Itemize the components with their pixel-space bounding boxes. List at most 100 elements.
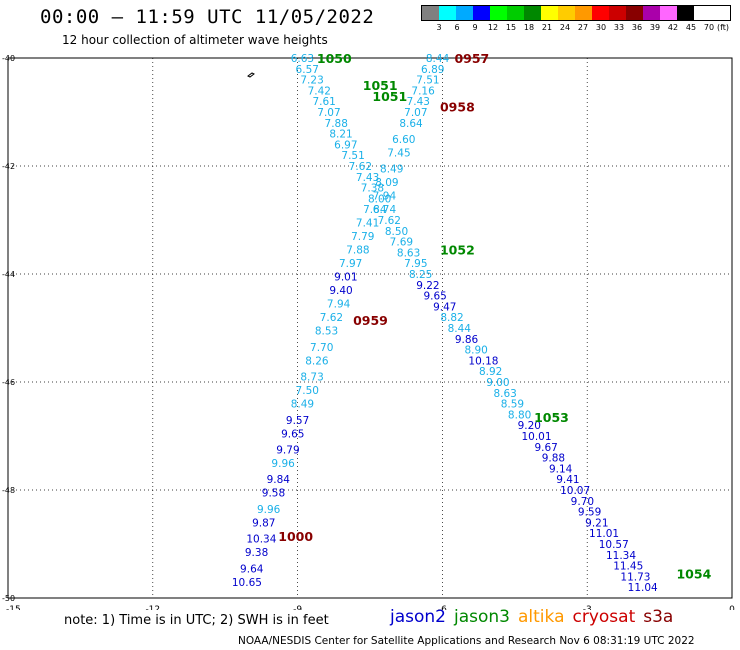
wave-height-label: 9.00	[486, 377, 509, 389]
wave-height-label: 8.44	[448, 323, 472, 335]
color-scale-labels: 3 6 9 12 15 18 21 24 27 30 33 36 39 42 45 70 (ft)	[421, 21, 731, 33]
wave-height-label: 8.25	[409, 269, 432, 281]
color-swatch	[524, 6, 541, 20]
wave-height-label: 7.79	[351, 231, 374, 243]
wave-height-label: 9.14	[549, 463, 573, 475]
color-scale-label: 12	[487, 23, 499, 32]
color-scale-label: 24	[559, 23, 571, 32]
wave-height-label: 7.61	[312, 96, 335, 108]
lon-tick-label: 0	[729, 605, 735, 610]
footnote: note: 1) Time is in UTC; 2) SWH is in fe…	[64, 613, 329, 628]
color-swatch	[473, 6, 490, 20]
color-scale-label: 15	[505, 23, 517, 32]
legend-item: cryosat	[572, 607, 636, 627]
wave-height-label: 7.07	[404, 107, 427, 119]
wave-height-label: 6.60	[392, 134, 415, 146]
wave-height-label: 8.90	[464, 345, 487, 357]
wave-height-label: 9.58	[262, 488, 285, 500]
lon-tick-label: -9	[293, 605, 302, 610]
color-scale-label: 6	[454, 23, 460, 32]
color-scale-unit: (ft)	[716, 23, 730, 32]
wave-height-label: 10.07	[560, 485, 590, 497]
wave-height-label: 10.34	[246, 534, 276, 546]
wave-height-label: 6.57	[296, 64, 319, 76]
color-swatch	[541, 6, 558, 20]
pass-time-label: 0958	[440, 100, 475, 115]
wave-height-label: 7.88	[325, 118, 348, 130]
lat-tick-label: -50	[2, 594, 15, 603]
wave-height-label: 9.70	[571, 496, 594, 508]
color-swatch	[643, 6, 660, 20]
wave-height-label: 7.70	[310, 342, 333, 354]
legend-item: s3a	[643, 607, 674, 627]
wave-height-label: 9.22	[416, 280, 439, 292]
wave-height-label: 9.47	[433, 301, 456, 313]
wave-height-label: 9.20	[518, 420, 541, 432]
legend-item: altika	[518, 607, 565, 627]
wave-height-label: 11.01	[589, 528, 619, 540]
color-scale-label: 18	[523, 23, 535, 32]
wave-height-label: 11.45	[613, 561, 643, 573]
wave-height-label: 9.79	[276, 445, 299, 457]
lat-tick-label: -40	[2, 54, 15, 63]
wave-height-label: 8.92	[479, 366, 502, 378]
wave-height-label: 9.96	[257, 504, 281, 516]
wave-height-label: 7.23	[300, 75, 323, 87]
pass-time-label: 1050	[317, 51, 352, 66]
wave-height-label: 9.38	[245, 547, 268, 559]
page-subtitle: 12 hour collection of altimeter wave hei…	[62, 33, 328, 47]
wave-height-label: 10.57	[599, 539, 629, 551]
lon-tick-label: -6	[438, 605, 447, 610]
color-scale: 3 6 9 12 15 18 21 24 27 30 33 36 39 42 45 70 (ft)	[421, 5, 731, 33]
wave-height-label: 7.88	[346, 245, 369, 257]
wave-height-label: 9.96	[271, 458, 295, 470]
color-swatch	[609, 6, 626, 20]
wave-height-label: 9.65	[423, 291, 446, 303]
color-swatch	[575, 6, 592, 20]
wave-height-label: 8.00	[368, 193, 391, 205]
wave-height-label: 7.45	[387, 148, 410, 160]
wave-height-label: 9.01	[334, 272, 357, 284]
pass-time-label: 1052	[440, 243, 475, 258]
wave-height-label: 9.40	[329, 285, 352, 297]
island-outline	[247, 72, 255, 78]
wave-height-label: 7.07	[317, 107, 340, 119]
wave-height-label: 8.63	[397, 247, 420, 259]
wave-height-label: 9.65	[281, 428, 304, 440]
wave-height-label: 7.51	[416, 75, 439, 87]
color-scale-label: 45	[685, 23, 697, 32]
pass-time-label: 0957	[454, 51, 489, 66]
wave-height-label: 9.88	[542, 453, 565, 465]
color-scale-label: 70	[703, 23, 715, 32]
wave-height-label: 9.21	[585, 517, 608, 529]
pass-time-label: 1051	[363, 78, 398, 93]
wave-height-label: 8.49	[380, 164, 403, 176]
wave-height-label: 9.67	[534, 442, 557, 454]
wave-height-label: 7.94	[373, 191, 397, 203]
wave-height-label: 8.64	[399, 118, 423, 130]
satellite-legend: jason2 jason3 altika cryosat s3a	[390, 607, 681, 627]
wave-height-label: 8.53	[315, 326, 338, 338]
pass-time-label: 1053	[534, 410, 569, 425]
color-scale-label: 39	[649, 23, 661, 32]
wave-height-label: 8.59	[501, 399, 524, 411]
wave-height-label: 7.42	[308, 85, 331, 97]
wave-height-label: 7.43	[407, 96, 430, 108]
wave-height-label: 7.50	[296, 385, 319, 397]
color-swatch	[439, 6, 456, 20]
wave-height-label: 9.59	[578, 507, 601, 519]
lat-tick-label: -44	[2, 270, 15, 279]
color-swatch	[677, 6, 694, 20]
color-swatch	[660, 6, 677, 20]
color-scale-label: 30	[595, 23, 607, 32]
map-frame	[7, 57, 733, 599]
wave-height-label: 8.09	[375, 177, 398, 189]
lat-tick-label: -46	[2, 378, 15, 387]
wave-height-label: 10.01	[521, 431, 551, 443]
wave-height-label: 8.73	[300, 372, 323, 384]
wave-height-label: 8.80	[508, 409, 531, 421]
wave-height-label: 7.43	[356, 172, 379, 184]
credit-footer: NOAA/NESDIS Center for Satellite Applica…	[238, 635, 695, 647]
lat-tick-label: -48	[2, 486, 15, 495]
legend-item: jason2	[390, 607, 446, 627]
